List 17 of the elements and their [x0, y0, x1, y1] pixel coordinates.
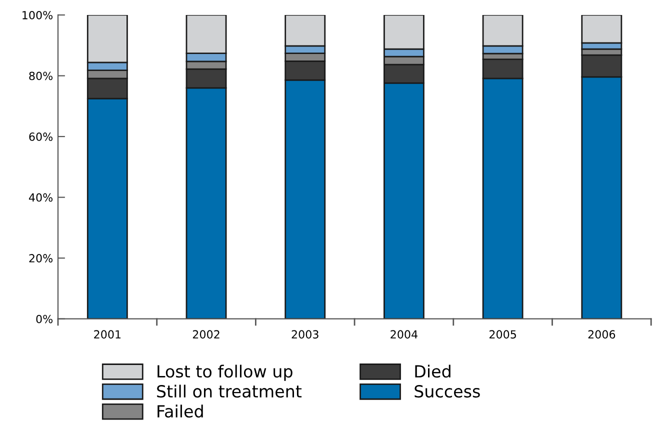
- y-tick-label: 20%: [29, 254, 53, 262]
- y-tick-label: 80%: [29, 72, 53, 80]
- y-tick-label: 100%: [22, 10, 53, 20]
- x-tick-label: 2002: [192, 330, 220, 339]
- legend-label: Died: [415, 364, 450, 378]
- legend-label: Still on treatment: [157, 384, 302, 398]
- legend-label: Success: [414, 385, 480, 398]
- x-tick-label: 2001: [94, 330, 121, 339]
- x-tick-label: 2006: [588, 330, 616, 339]
- x-tick-label: 2004: [390, 330, 418, 339]
- x-tick-label: 2003: [292, 330, 318, 339]
- y-tick-label: 0%: [36, 314, 53, 324]
- legend-label: Lost to follow up: [158, 364, 292, 381]
- x-tick-label: 2005: [489, 330, 516, 339]
- legend-label: Failed: [158, 404, 203, 418]
- y-tick-label: 40%: [28, 193, 53, 202]
- y-tick-label: 60%: [29, 132, 53, 141]
